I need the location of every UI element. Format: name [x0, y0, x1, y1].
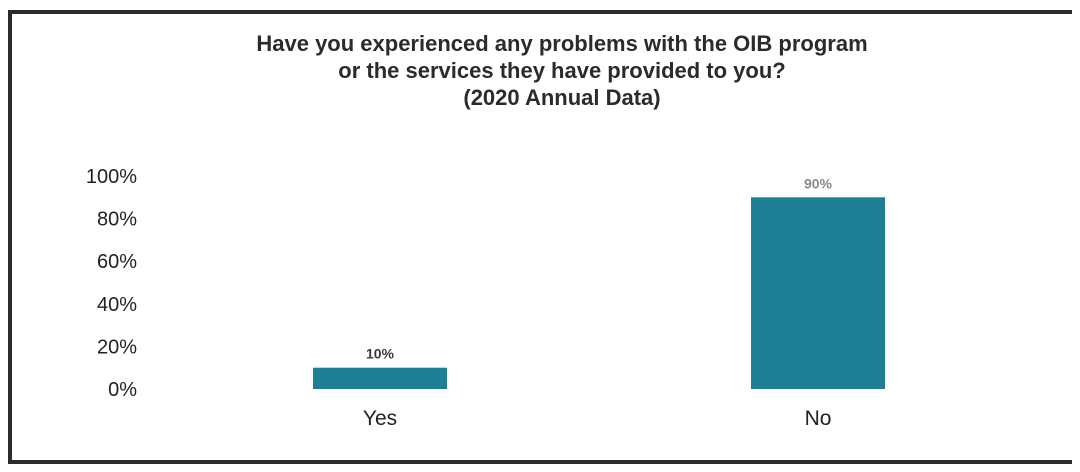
y-tick-label: 60% [97, 251, 137, 273]
x-category-label: No [805, 407, 832, 430]
bar-yes [313, 367, 447, 389]
chart-title-line-2: or the services they have provided to yo… [338, 58, 786, 83]
y-tick-label: 100% [86, 166, 137, 188]
chart-frame [8, 10, 1072, 464]
y-tick-label: 20% [97, 336, 137, 358]
y-tick-label: 0% [108, 379, 137, 401]
y-tick-label: 80% [97, 209, 137, 231]
chart-title-line-1: Have you experienced any problems with t… [256, 31, 868, 56]
data-label: 10% [366, 346, 395, 362]
data-label: 90% [804, 175, 833, 191]
chart-title: Have you experienced any problems with t… [0, 30, 1080, 111]
bar-no [751, 197, 885, 389]
chart-title-line-3: (2020 Annual Data) [463, 85, 661, 110]
y-tick-label: 40% [97, 294, 137, 316]
x-category-label: Yes [363, 407, 397, 430]
